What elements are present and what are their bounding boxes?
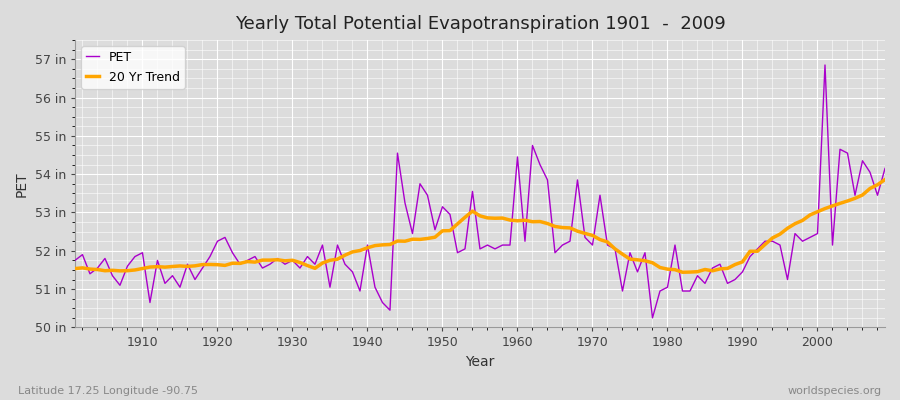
Text: Latitude 17.25 Longitude -90.75: Latitude 17.25 Longitude -90.75	[18, 386, 198, 396]
PET	[512, 154, 523, 159]
PET	[879, 166, 890, 171]
PET	[130, 254, 140, 259]
PET	[69, 258, 80, 263]
Line: 20 Yr Trend: 20 Yr Trend	[75, 180, 885, 272]
Legend: PET, 20 Yr Trend: PET, 20 Yr Trend	[81, 46, 184, 89]
PET	[820, 63, 831, 68]
Y-axis label: PET: PET	[15, 171, 29, 196]
20 Yr Trend	[512, 218, 523, 223]
Line: PET: PET	[75, 65, 885, 318]
Title: Yearly Total Potential Evapotranspiration 1901  -  2009: Yearly Total Potential Evapotranspiratio…	[235, 15, 725, 33]
20 Yr Trend	[294, 260, 305, 265]
PET	[294, 266, 305, 270]
PET	[602, 243, 613, 248]
Text: worldspecies.org: worldspecies.org	[788, 386, 882, 396]
X-axis label: Year: Year	[465, 355, 495, 369]
20 Yr Trend	[879, 177, 890, 182]
PET	[339, 262, 350, 267]
20 Yr Trend	[677, 270, 688, 275]
PET	[505, 243, 516, 248]
20 Yr Trend	[130, 268, 140, 272]
20 Yr Trend	[505, 218, 516, 222]
20 Yr Trend	[69, 266, 80, 271]
20 Yr Trend	[339, 253, 350, 258]
20 Yr Trend	[602, 240, 613, 244]
PET	[647, 316, 658, 320]
